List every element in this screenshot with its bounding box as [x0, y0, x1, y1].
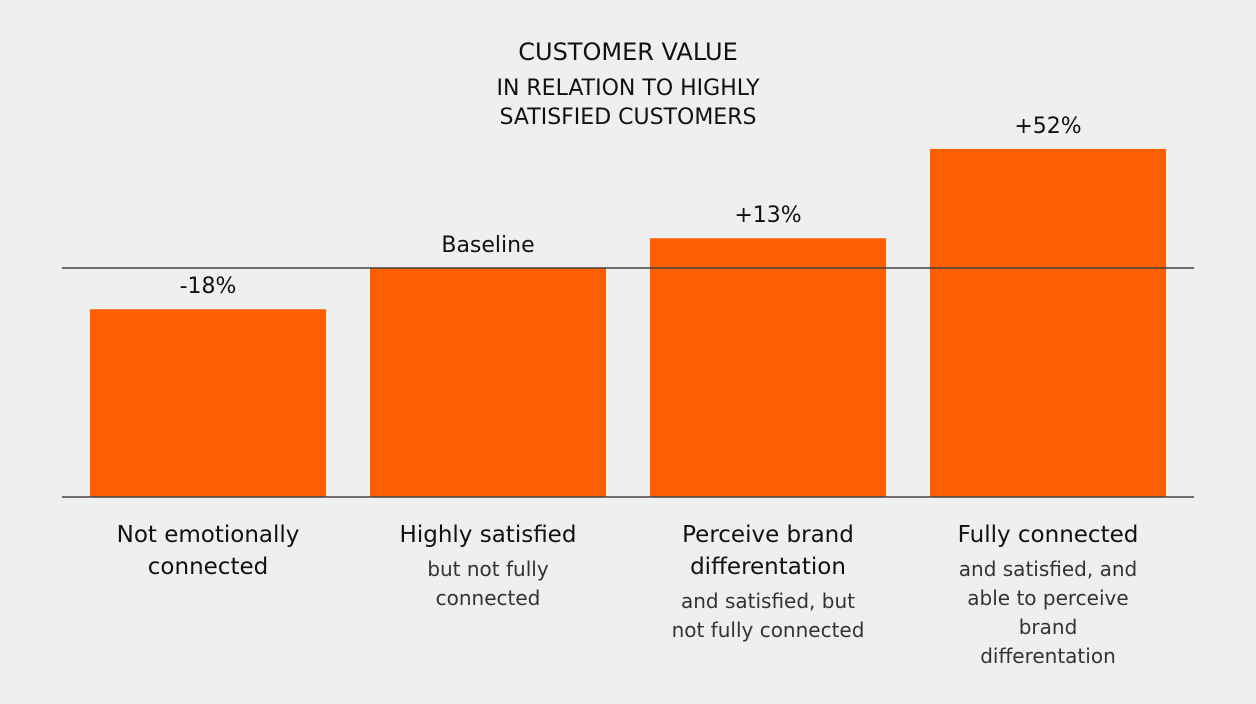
- category-4-sublabel-line-2: able to perceive: [967, 586, 1128, 610]
- category-3-sublabel-line-1: and satisfied, but: [681, 589, 855, 613]
- bar-1: [90, 309, 326, 497]
- category-4-label-line-1: Fully connected: [958, 522, 1139, 548]
- category-4-sublabel-line-1: and satisfied, and: [959, 557, 1137, 581]
- category-3-sublabel-line-2: not fully connected: [672, 618, 865, 642]
- category-4-sublabel-line-4: differentation: [980, 644, 1116, 668]
- data-label-2: Baseline: [441, 233, 534, 258]
- data-label-3: +13%: [734, 203, 801, 228]
- data-label-1: -18%: [180, 274, 237, 299]
- bar-3: [650, 238, 886, 498]
- chart-title: CUSTOMER VALUE: [518, 38, 738, 66]
- category-1-label-line-2: connected: [148, 554, 268, 580]
- bar-4: [930, 148, 1166, 498]
- chart-subtitle-line-2: SATISFIED CUSTOMERS: [500, 105, 757, 130]
- category-1-label-line-1: Not emotionally: [117, 522, 300, 548]
- category-2-sublabel-line-2: connected: [436, 586, 541, 610]
- category-3-label-line-1: Perceive brand: [682, 522, 854, 548]
- category-2-label-line-1: Highly satisfied: [400, 522, 577, 548]
- category-3-label-line-2: differentation: [690, 554, 846, 580]
- chart-subtitle-line-1: IN RELATION TO HIGHLY: [496, 76, 760, 101]
- bar-2: [370, 268, 606, 497]
- category-2-sublabel-line-1: but not fully: [427, 557, 549, 581]
- data-label-4: +52%: [1014, 114, 1081, 139]
- category-4-sublabel-line-3: brand: [1019, 615, 1078, 639]
